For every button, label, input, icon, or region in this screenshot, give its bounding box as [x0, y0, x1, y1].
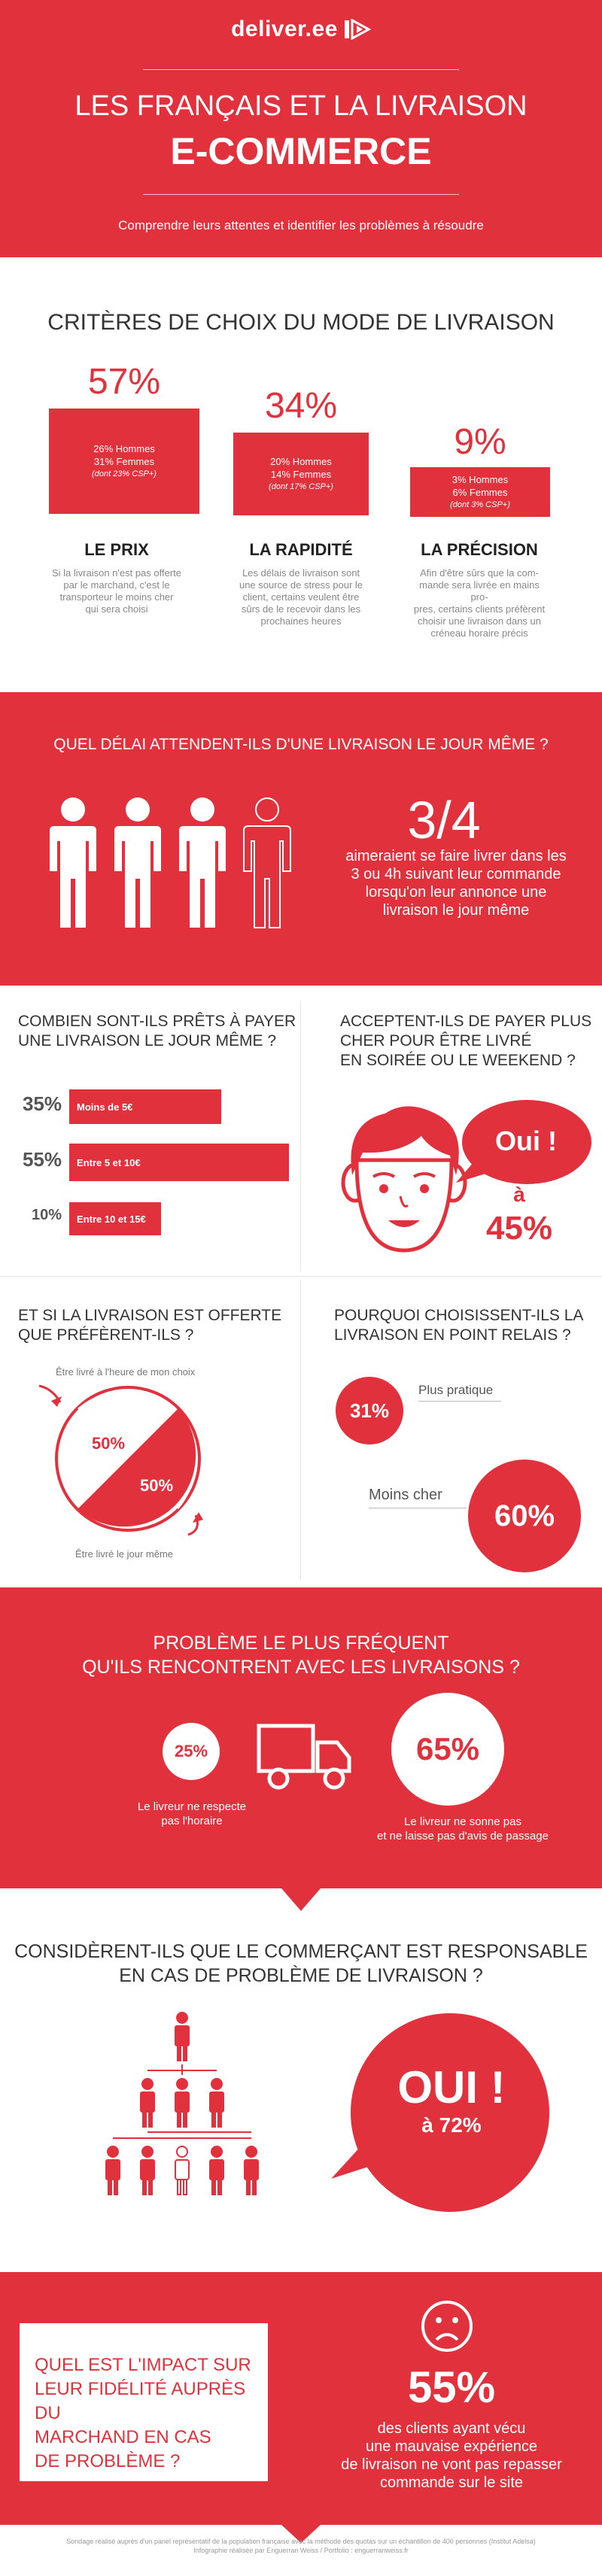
sad-face-icon: [421, 2301, 473, 2352]
willing-title: COMBIEN SONT-ILS PRÊTS À PAYER UNE LIVRAI…: [18, 1013, 296, 1050]
loyalty-question: QUEL EST L'IMPACT SUR LEUR FIDÉLITÉ AUPRÈ…: [35, 2355, 251, 2471]
free-right-pct: 50%: [140, 1476, 174, 1495]
criteria-speed: 34% 20% Hommes 14% Femmes (dont 17% CSP+…: [218, 385, 384, 515]
price-men: 26% Hommes: [93, 442, 155, 454]
problem-pct-25: 25%: [163, 1723, 220, 1780]
problem-left-caption: Le livreur ne respecte pas l'horaire: [137, 1800, 247, 1827]
bar3: Entre 10 et 15€: [69, 1202, 161, 1235]
relay-line-1: [418, 1401, 501, 1402]
footer: Sondage réalisé auprès d'un panel représ…: [0, 2537, 602, 2555]
footer-line2[interactable]: Infographie réalisée par Enguerran Weiss…: [193, 2547, 409, 2554]
bar1-pct: 35%: [22, 1092, 62, 1115]
speed-women: 14% Femmes: [270, 468, 332, 480]
divider-horizontal-1: [0, 1276, 602, 1277]
sameday-title: QUEL DÉLAI ATTENDENT-ILS D'UNE LIVRAISON…: [53, 736, 549, 753]
person-icon: [50, 797, 96, 928]
bar2-pct: 55%: [22, 1148, 62, 1171]
precision-box: 3% Hommes 6% Femmes (dont 3% CSP+): [410, 467, 550, 517]
speed-desc: Les délais de livraison sont une source d…: [239, 567, 363, 627]
sameday-fraction: 3/4: [407, 791, 481, 849]
evening-title: ACCEPTENT-ILS DE PAYER PLUS CHER POUR ÊTR…: [340, 1013, 592, 1069]
problem-section: PROBLÈME LE PLUS FRÉQUENT QU'ILS RENCONTR…: [0, 1587, 602, 1888]
sameday-section: QUEL DÉLAI ATTENDENT-ILS D'UNE LIVRAISON…: [0, 692, 602, 986]
price-women: 31% Femmes: [93, 455, 155, 467]
relay-title: POURQUOI CHOISISSENT-ILS LA LIVRAISON EN …: [334, 1307, 584, 1344]
precision-men: 3% Hommes: [451, 473, 509, 485]
loyalty-section: QUEL EST L'IMPACT SUR LEUR FIDÉLITÉ AUPRÈ…: [0, 2272, 602, 2525]
header-divider-top: [143, 69, 459, 70]
person-outline-icon: [243, 797, 291, 928]
sameday-text: aimeraient se faire livrer dans les 3 ou …: [345, 848, 567, 919]
title-line2: E-COMMERCE: [170, 130, 432, 172]
free-title: ET SI LA LIVRAISON EST OFFERTE QUE PRÉFÈR…: [18, 1307, 282, 1344]
divider-vertical-1: [300, 1001, 301, 1271]
footer-line1: Sondage réalisé auprès d'un panel représ…: [66, 2538, 536, 2545]
loyalty-text: des clients ayant vécu une mauvaise expér…: [341, 2420, 562, 2491]
bar3-pct: 10%: [31, 1207, 62, 1223]
relay-pct-60: 60%: [468, 1460, 581, 1572]
play-logo-icon: [344, 19, 371, 40]
speed-box: 20% Hommes 14% Femmes (dont 17% CSP+): [233, 433, 369, 515]
evening-answer: Oui !: [495, 1125, 557, 1156]
brand[interactable]: deliver.ee: [0, 17, 602, 42]
people-pyramid-icon: [105, 2012, 259, 2195]
header: deliver.ee LES FRANÇAIS ET LA LIVRAISON …: [0, 0, 602, 257]
bar1: Moins de 5€: [69, 1089, 221, 1124]
speed-csp: (dont 17% CSP+): [269, 481, 333, 491]
loyalty-pct: 55%: [407, 2363, 496, 2412]
relay-label-practical: Plus pratique: [418, 1383, 494, 1397]
brand-name: deliver.ee: [231, 17, 338, 41]
criteria-price: 57% 26% Hommes 31% Femmes (dont 23% CSP+…: [41, 361, 207, 514]
evening-pct: 45%: [485, 1210, 553, 1247]
person-icon: [179, 797, 226, 928]
problem-right-caption: Le livreur ne sonne pas et ne laisse pas …: [376, 1815, 549, 1842]
criteria-precision: 9% 3% Hommes 6% Femmes (dont 3% CSP+): [397, 421, 563, 517]
responsible-title: CONSIDÈRENT-ILS QUE LE COMMERÇANT EST RE…: [14, 1941, 588, 1986]
responsible-answer: OUI ! à 72%: [397, 2062, 506, 2137]
free-delivery-pie: [38, 1384, 203, 1536]
subtitle: Comprendre leurs attentes et identifier …: [118, 218, 484, 232]
delivery-truck-icon: [257, 1724, 351, 1790]
price-csp: (dont 23% CSP+): [92, 469, 157, 478]
section-arrow-down: [281, 2525, 321, 2543]
oui-speech-bubble: [331, 2013, 549, 2212]
precision-csp: (dont 3% CSP+): [450, 500, 510, 509]
speech-bubble: [456, 1100, 591, 1184]
evening-a: à: [513, 1183, 525, 1206]
free-top-label: Être livré à l'heure de mon choix: [56, 1366, 196, 1378]
price-pct: 57%: [87, 362, 161, 402]
free-bottom-label: Être livré le jour même: [75, 1548, 174, 1560]
title-line1: LES FRANÇAIS ET LA LIVRAISON: [74, 90, 528, 122]
bar2: Entre 5 et 10€: [69, 1144, 289, 1181]
problem-title: PROBLÈME LE PLUS FRÉQUENT QU'ILS RENCONTR…: [82, 1633, 520, 1678]
price-name: LE PRIX: [84, 540, 149, 559]
speed-pct: 34%: [264, 386, 338, 426]
speed-name: LA RAPIDITÉ: [249, 540, 353, 559]
divider-vertical-2: [300, 1279, 301, 1580]
problem-pct-65: 65%: [391, 1693, 504, 1806]
young-man-face-icon: [341, 1106, 467, 1253]
person-icon: [114, 797, 161, 928]
precision-desc: Afin d'être sûrs que la com-mande sera l…: [413, 567, 546, 639]
price-box: 26% Hommes 31% Femmes (dont 23% CSP+): [49, 409, 199, 514]
precision-pct: 9%: [454, 422, 506, 462]
relay-pct-31: 31%: [336, 1377, 403, 1444]
section-arrow-down: [281, 1888, 321, 1911]
precision-name: LA PRÉCISION: [421, 540, 538, 559]
free-left-pct: 50%: [92, 1434, 126, 1453]
loyalty-question-box: QUEL EST L'IMPACT SUR LEUR FIDÉLITÉ AUPRÈ…: [20, 2323, 268, 2481]
price-desc: Si la livraison n'est pas offerte par le …: [51, 567, 182, 615]
speed-men: 20% Hommes: [270, 455, 332, 467]
precision-women: 6% Femmes: [452, 486, 508, 498]
relay-label-cheaper: Moins cher: [369, 1487, 442, 1503]
header-divider-bottom: [143, 194, 459, 195]
criteria-title: CRITÈRES DE CHOIX DU MODE DE LIVRAISON: [47, 310, 555, 335]
